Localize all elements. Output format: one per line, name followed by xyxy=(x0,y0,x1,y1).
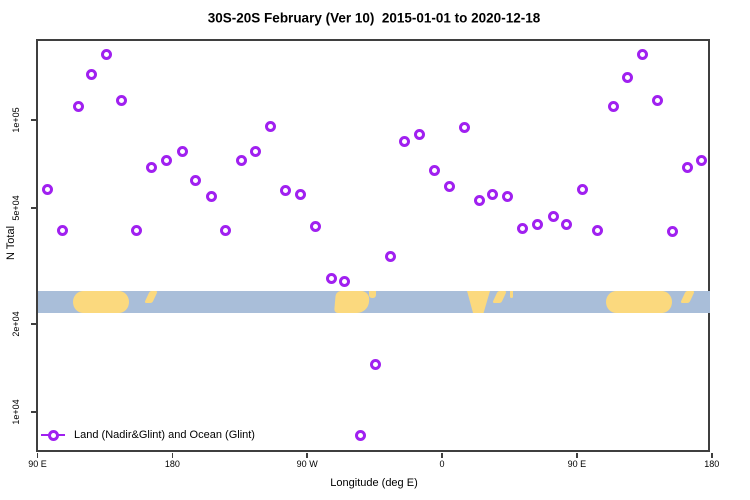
x-tick-label: 0 xyxy=(439,459,445,469)
data-point xyxy=(115,94,127,106)
data-point xyxy=(130,225,142,237)
data-point xyxy=(502,190,514,202)
data-point xyxy=(264,121,276,133)
data-point xyxy=(667,226,679,238)
data-point xyxy=(309,220,321,232)
x-tick-label: 90 W xyxy=(296,459,318,469)
legend-open-circle-icon xyxy=(47,429,59,441)
map-strip xyxy=(38,291,710,313)
data-point xyxy=(517,222,529,234)
y-tick-label: 2e+04 xyxy=(11,311,21,337)
data-point xyxy=(57,225,69,237)
land-segment-fiji-islands xyxy=(144,291,159,304)
data-point xyxy=(622,71,634,83)
data-point xyxy=(72,101,84,113)
data-point xyxy=(219,225,231,237)
data-point xyxy=(384,251,396,263)
x-tick-label: 90 E xyxy=(567,459,587,469)
land-segment-southern-africa xyxy=(467,291,490,313)
data-point xyxy=(428,165,440,177)
y-tick xyxy=(31,323,36,325)
x-tick xyxy=(306,453,308,458)
x-tick xyxy=(171,453,174,458)
data-point xyxy=(145,162,157,174)
x-tick-label: 180 xyxy=(704,459,720,469)
data-point xyxy=(652,94,664,106)
data-point xyxy=(459,122,471,134)
y-tick-label: 1e+04 xyxy=(11,399,21,425)
data-point xyxy=(176,145,188,157)
data-point xyxy=(189,175,201,187)
data-point xyxy=(279,185,291,197)
x-tick-label: 90 E xyxy=(28,459,47,469)
data-point xyxy=(42,184,54,196)
data-point xyxy=(235,155,247,167)
data-point xyxy=(369,359,381,371)
data-point xyxy=(249,146,261,158)
data-point xyxy=(205,191,217,203)
legend-label: Land (Nadir&Glint) and Ocean (Glint) xyxy=(74,429,255,441)
data-point xyxy=(413,128,425,140)
data-point xyxy=(487,189,499,201)
land-segment-australia xyxy=(73,291,130,313)
land-segment-south-america-coast xyxy=(369,291,377,299)
y-tick xyxy=(31,411,36,413)
land-segment-madagascar xyxy=(492,291,507,304)
data-point xyxy=(637,48,649,60)
data-point xyxy=(592,225,604,237)
data-point xyxy=(294,189,306,201)
data-point xyxy=(561,218,573,230)
land-segment-south-america xyxy=(334,291,371,313)
data-point xyxy=(398,136,410,148)
data-point xyxy=(338,276,350,288)
y-tick-label: 1e+05 xyxy=(11,107,21,133)
x-tick xyxy=(711,453,713,458)
data-point xyxy=(85,69,97,81)
y-tick xyxy=(31,119,36,121)
data-point xyxy=(325,273,337,285)
x-tick-label: 180 xyxy=(164,459,180,469)
data-point xyxy=(100,48,112,60)
data-point xyxy=(608,101,620,113)
data-point xyxy=(696,155,708,167)
data-point xyxy=(354,429,366,441)
land-segment-small-island xyxy=(509,291,513,299)
x-axis-label: Longitude (deg E) xyxy=(330,477,418,489)
y-tick xyxy=(31,207,36,209)
chart-title: 30S-20S February (Ver 10) 2015-01-01 to … xyxy=(207,10,541,26)
land-segment-new-caledonia xyxy=(680,291,695,304)
land-segment-australia-repeat xyxy=(605,291,672,313)
y-axis-label: N Total xyxy=(5,225,17,261)
x-tick xyxy=(576,453,578,458)
plot-area xyxy=(36,39,710,452)
data-point xyxy=(473,195,485,207)
y-tick-label: 5e+04 xyxy=(11,195,21,221)
data-point xyxy=(548,210,560,222)
data-point xyxy=(682,162,694,174)
data-point xyxy=(532,218,544,230)
x-tick xyxy=(36,453,39,458)
data-point xyxy=(577,184,589,196)
x-tick xyxy=(441,453,443,458)
data-point xyxy=(443,180,455,192)
data-point xyxy=(160,155,172,167)
